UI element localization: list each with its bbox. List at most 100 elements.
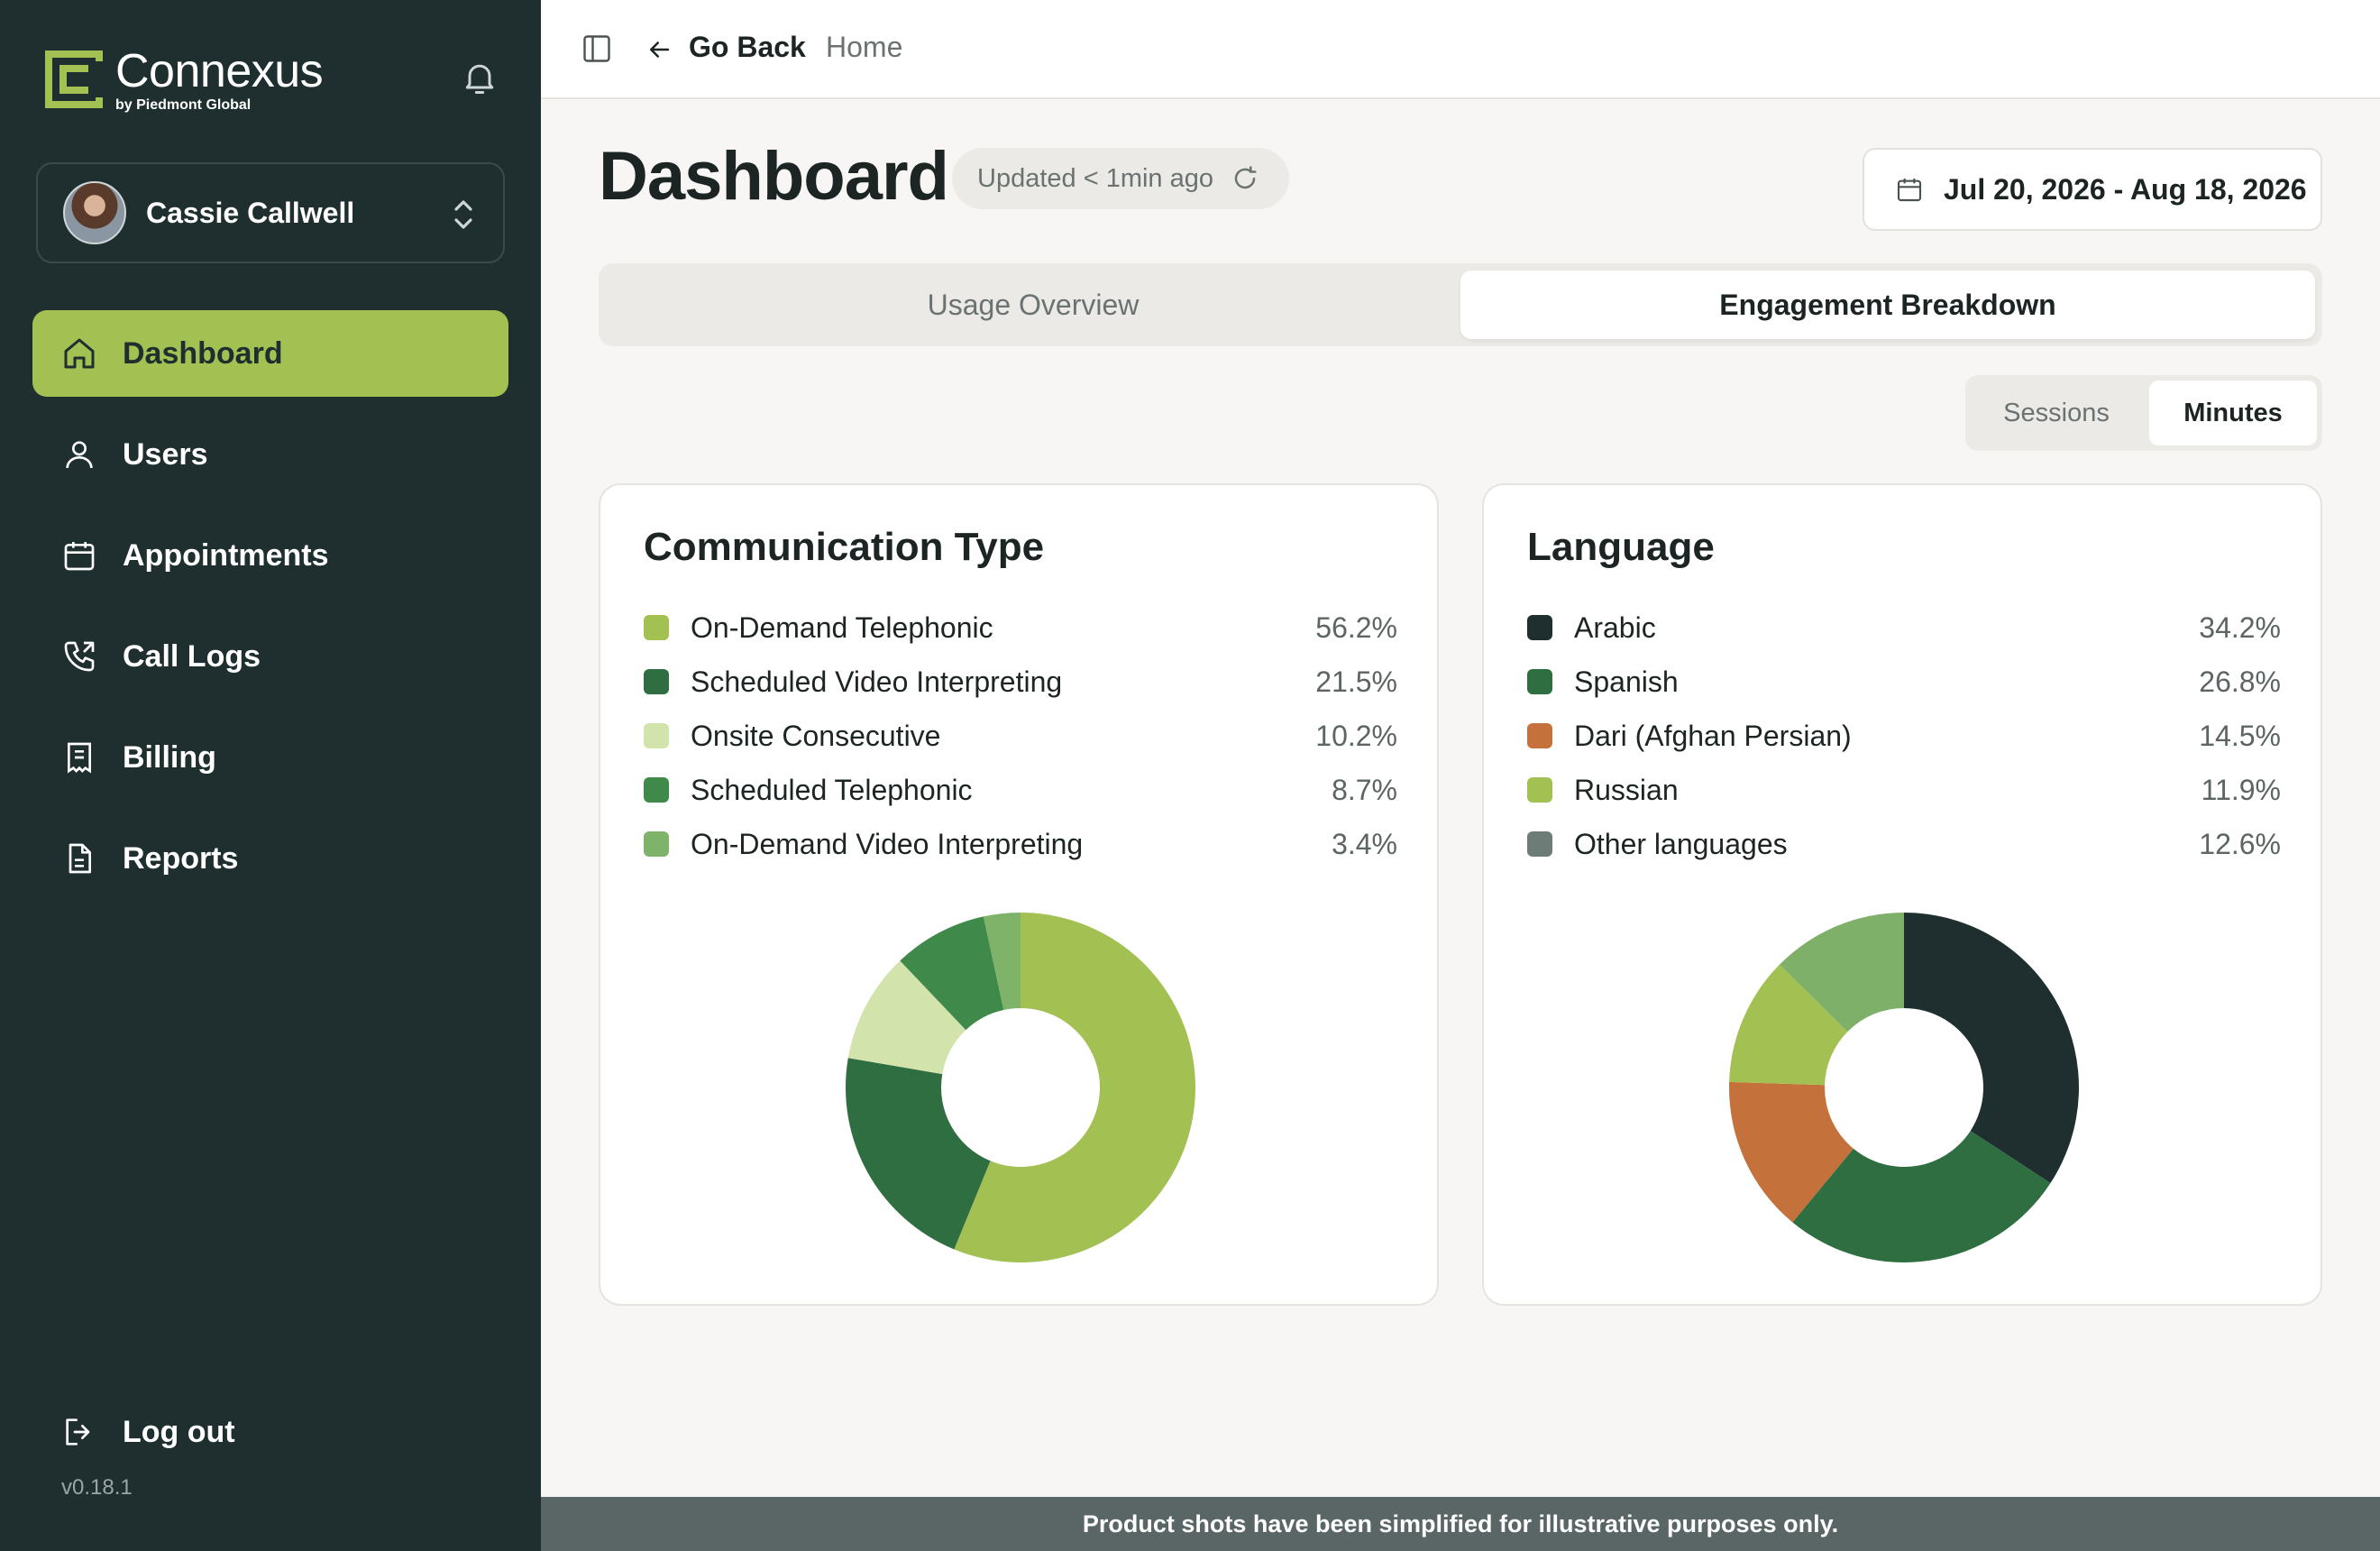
legend-value: 12.6% [2199, 827, 2281, 860]
legend-value: 21.5% [1315, 665, 1397, 698]
legend-value: 26.8% [2199, 665, 2281, 698]
brand-name: Connexus [115, 45, 324, 97]
chevron-up-down-icon [454, 200, 472, 229]
legend-item: Spanish 26.8% [1527, 655, 2281, 709]
legend-label: Onsite Consecutive [691, 719, 941, 752]
date-range-text: Jul 20, 2026 - Aug 18, 2026 [1944, 172, 2307, 206]
sidebar-item-label: Call Logs [123, 638, 261, 674]
tab-engagement-breakdown[interactable]: Engagement Breakdown [1460, 271, 2315, 339]
legend-label: On-Demand Telephonic [691, 610, 993, 644]
sidebar-item-users[interactable]: Users [32, 411, 508, 498]
sidebar-item-call-logs[interactable]: Call Logs [32, 613, 508, 700]
user-name: Cassie Callwell [146, 196, 355, 229]
phone-icon [64, 641, 95, 672]
legend-swatch [1527, 615, 1552, 640]
legend-item: Scheduled Telephonic 8.7% [644, 763, 1397, 817]
logout-label: Log out [123, 1414, 235, 1449]
tab-usage-overview[interactable]: Usage Overview [927, 288, 1140, 321]
disclaimer-footer: Product shots have been simplified for i… [541, 1497, 2380, 1551]
legend-swatch [1527, 831, 1552, 857]
logout-button[interactable]: Log out [32, 1389, 508, 1475]
legend-item: Dari (Afghan Persian) 14.5% [1527, 709, 2281, 763]
logout-icon [66, 1418, 90, 1445]
legend-label: Scheduled Video Interpreting [691, 665, 1063, 698]
legend-item: Scheduled Video Interpreting 21.5% [644, 655, 1397, 709]
sidebar-item-dashboard[interactable]: Dashboard [32, 310, 508, 397]
sidebar-item-billing[interactable]: Billing [32, 714, 508, 801]
legend-item: On-Demand Telephonic 56.2% [644, 601, 1397, 655]
legend-label: Arabic [1574, 610, 1656, 644]
view-tabs: Usage Overview Engagement Breakdown [599, 263, 2322, 346]
metric-toggle: Sessions Minutes [1965, 375, 2322, 451]
legend-value: 56.2% [1315, 610, 1397, 644]
date-range-picker[interactable]: Jul 20, 2026 - Aug 18, 2026 [1863, 148, 2322, 231]
legend-swatch [1527, 669, 1552, 694]
user-switcher[interactable]: Cassie Callwell [36, 162, 505, 263]
communication-type-donut-chart [846, 913, 1195, 1262]
language-donut-chart [1729, 913, 2079, 1262]
card-title: Language [1527, 525, 1715, 569]
legend-value: 34.2% [2199, 610, 2281, 644]
legend-swatch [1527, 777, 1552, 803]
donut-slice-arabic[interactable] [1904, 913, 2079, 1184]
donut-slice-onsite-consecutive[interactable] [847, 960, 966, 1075]
receipt-icon [68, 742, 91, 774]
app-version: v0.18.1 [61, 1475, 133, 1500]
legend-swatch [644, 777, 669, 803]
toggle-sessions[interactable]: Sessions [2003, 398, 2110, 427]
updated-badge[interactable]: Updated < 1min ago [952, 148, 1289, 209]
language-card: Language Arabic 34.2% Spanish 26.8% Dari (… [1482, 483, 2322, 1306]
calendar-icon [64, 542, 95, 571]
go-back-button[interactable]: Go Back [689, 31, 806, 63]
legend-swatch [644, 723, 669, 748]
legend-item: Russian 11.9% [1527, 763, 2281, 817]
donut-slice-scheduled-telephonic[interactable] [900, 916, 1004, 1031]
legend-swatch [644, 615, 669, 640]
calendar-icon [1897, 179, 1922, 202]
legend-swatch [644, 669, 669, 694]
sidebar-item-label: Users [123, 436, 208, 472]
legend-label: Russian [1574, 773, 1679, 806]
connexus-logo-icon [45, 50, 103, 108]
breadcrumb-home[interactable]: Home [826, 31, 903, 63]
top-bar: Go Back Home [541, 0, 2380, 99]
brand-logo[interactable]: Connexus by Piedmont Global [41, 45, 324, 115]
donut-slice-on-demand-telephonic[interactable] [954, 913, 1195, 1262]
sidebar-item-reports[interactable]: Reports [32, 815, 508, 902]
chart-legend: Arabic 34.2% Spanish 26.8% Dari (Afghan Pe… [1527, 601, 2281, 871]
bell-icon[interactable] [460, 58, 499, 97]
sidebar-item-label: Appointments [123, 537, 329, 573]
legend-label: Other languages [1574, 827, 1788, 860]
donut-slice-dari-afghan-persian[interactable] [1729, 1081, 1854, 1223]
user-icon [66, 441, 93, 469]
home-icon [64, 338, 95, 369]
sidebar-item-appointments[interactable]: Appointments [32, 512, 508, 599]
donut-slice-spanish[interactable] [1792, 1131, 2051, 1262]
page-title: Dashboard [599, 138, 949, 215]
donut-slice-on-demand-video-interpreting[interactable] [983, 913, 1021, 1011]
donut-slice-other-languages[interactable] [1779, 913, 1904, 1032]
chart-legend: On-Demand Telephonic 56.2% Scheduled Vide… [644, 601, 1397, 871]
sidebar: Connexus by Piedmont Global Cassie Callw… [0, 0, 541, 1551]
legend-item: Arabic 34.2% [1527, 601, 2281, 655]
refresh-icon[interactable] [1231, 165, 1259, 192]
sidebar-nav: Dashboard Users Appointments Call Logs B… [32, 310, 508, 916]
legend-value: 3.4% [1332, 827, 1397, 860]
legend-value: 8.7% [1332, 773, 1397, 806]
arrow-left-icon[interactable] [645, 36, 673, 63]
toggle-minutes[interactable]: Minutes [2149, 381, 2317, 445]
legend-label: Scheduled Telephonic [691, 773, 973, 806]
legend-value: 10.2% [1315, 719, 1397, 752]
legend-value: 11.9% [2201, 773, 2281, 806]
card-title: Communication Type [644, 525, 1045, 569]
donut-slice-russian[interactable] [1729, 964, 1848, 1086]
donut-slice-scheduled-video-interpreting[interactable] [846, 1058, 991, 1250]
legend-item: On-Demand Video Interpreting 3.4% [644, 817, 1397, 871]
communication-type-card: Communication Type On-Demand Telephonic 5… [599, 483, 1439, 1306]
legend-swatch [1527, 723, 1552, 748]
sidebar-toggle-icon[interactable] [581, 32, 613, 65]
legend-value: 14.5% [2199, 719, 2281, 752]
avatar [63, 181, 126, 244]
legend-label: On-Demand Video Interpreting [691, 827, 1084, 860]
legend-label: Dari (Afghan Persian) [1574, 719, 1852, 752]
